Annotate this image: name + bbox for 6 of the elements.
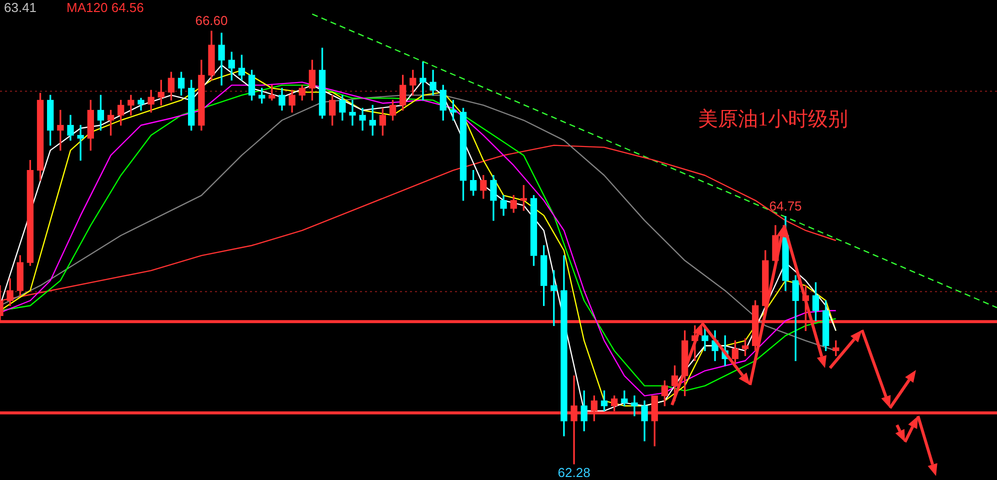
annotation: 62.28	[558, 465, 590, 480]
annotation: MA120 64.56	[66, 0, 144, 16]
annotation: 63.41	[4, 0, 37, 16]
annotation: 66.60	[195, 13, 228, 28]
text: 美原油1小时级别	[698, 107, 848, 130]
annotation: 64.75	[769, 198, 802, 214]
